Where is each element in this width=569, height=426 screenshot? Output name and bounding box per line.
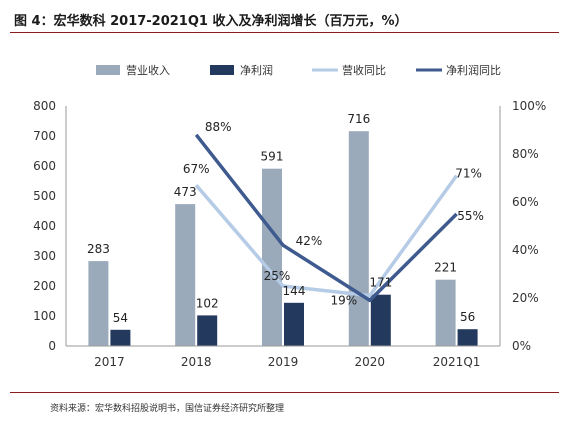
right-tick-label: 40% — [512, 243, 539, 257]
bar-revenue — [435, 279, 456, 346]
left-tick-label: 0 — [48, 339, 56, 353]
left-tick-label: 700 — [33, 129, 56, 143]
legend-label-2: 营收同比 — [342, 63, 386, 77]
bar-label-net-profit: 102 — [196, 296, 219, 310]
left-tick-label: 300 — [33, 249, 56, 263]
bar-label-revenue: 591 — [261, 150, 284, 164]
source-note: 资料来源：宏华数科招股说明书，国信证券经济研究所整理 — [50, 404, 285, 414]
x-tick-label: 2019 — [268, 355, 299, 369]
x-tick-label: 2021Q1 — [433, 355, 481, 369]
source-bar: 资料来源：宏华数科招股说明书，国信证券经济研究所整理 — [10, 392, 559, 414]
x-tick-label: 2017 — [94, 355, 125, 369]
legend-swatch-1 — [210, 65, 234, 75]
x-tick-label: 2018 — [181, 355, 212, 369]
left-tick-label: 800 — [33, 99, 56, 113]
line-label-revenue-yoy: 67% — [183, 162, 210, 176]
right-tick-label: 80% — [512, 147, 539, 161]
title-bar: 图 4：宏华数科 2017-2021Q1 收入及净利润增长（百万元，%） — [10, 8, 559, 33]
chart-title: 图 4：宏华数科 2017-2021Q1 收入及净利润增长（百万元，%） — [14, 14, 408, 29]
legend-label-0: 营业收入 — [126, 63, 170, 77]
right-tick-label: 60% — [512, 195, 539, 209]
left-tick-label: 500 — [33, 189, 56, 203]
bar-revenue — [348, 131, 369, 346]
right-tick-label: 20% — [512, 291, 539, 305]
left-tick-label: 400 — [33, 219, 56, 233]
bar-label-net-profit: 171 — [369, 276, 392, 290]
legend-label-3: 净利润同比 — [446, 63, 501, 77]
chart: 营业收入 净利润 营收同比 净利润同比 0 100 200 300 400 500 600 700 80… — [33, 63, 546, 369]
bar-net-profit — [197, 315, 218, 346]
bar-revenue — [88, 261, 109, 346]
left-tick-label: 200 — [33, 279, 56, 293]
line-revenue-yoy — [194, 174, 459, 298]
line-net-profit-yoy — [194, 133, 458, 303]
bar-label-net-profit: 144 — [283, 284, 306, 298]
line-label-net-profit-yoy: 42% — [296, 234, 323, 248]
left-tick-label: 600 — [33, 159, 56, 173]
line-label-net-profit-yoy: 55% — [457, 209, 484, 223]
bar-label-revenue: 283 — [87, 242, 110, 256]
bar-net-profit — [110, 329, 131, 346]
legend-swatch-0 — [96, 65, 120, 75]
bar-net-profit — [457, 329, 478, 346]
legend-label-1: 净利润 — [240, 63, 273, 77]
right-tick-label: 0% — [512, 339, 531, 353]
bar-revenue — [262, 168, 282, 346]
bar-label-net-profit: 54 — [113, 311, 128, 325]
bar-label-revenue: 221 — [434, 261, 457, 275]
bar-net-profit — [284, 302, 304, 346]
bar-label-revenue: 473 — [174, 185, 197, 199]
line-label-net-profit-yoy: 19% — [330, 293, 357, 307]
x-tick-label: 2020 — [355, 355, 386, 369]
line-label-net-profit-yoy: 88% — [205, 120, 232, 134]
left-tick-label: 100 — [33, 309, 56, 323]
line-label-revenue-yoy: 25% — [264, 269, 291, 283]
bar-net-profit — [370, 294, 391, 346]
right-tick-label: 100% — [512, 99, 546, 113]
bar-revenue — [175, 204, 196, 346]
bar-label-revenue: 716 — [347, 112, 370, 126]
bar-label-net-profit: 56 — [460, 310, 475, 324]
line-label-revenue-yoy: 71% — [455, 167, 482, 181]
